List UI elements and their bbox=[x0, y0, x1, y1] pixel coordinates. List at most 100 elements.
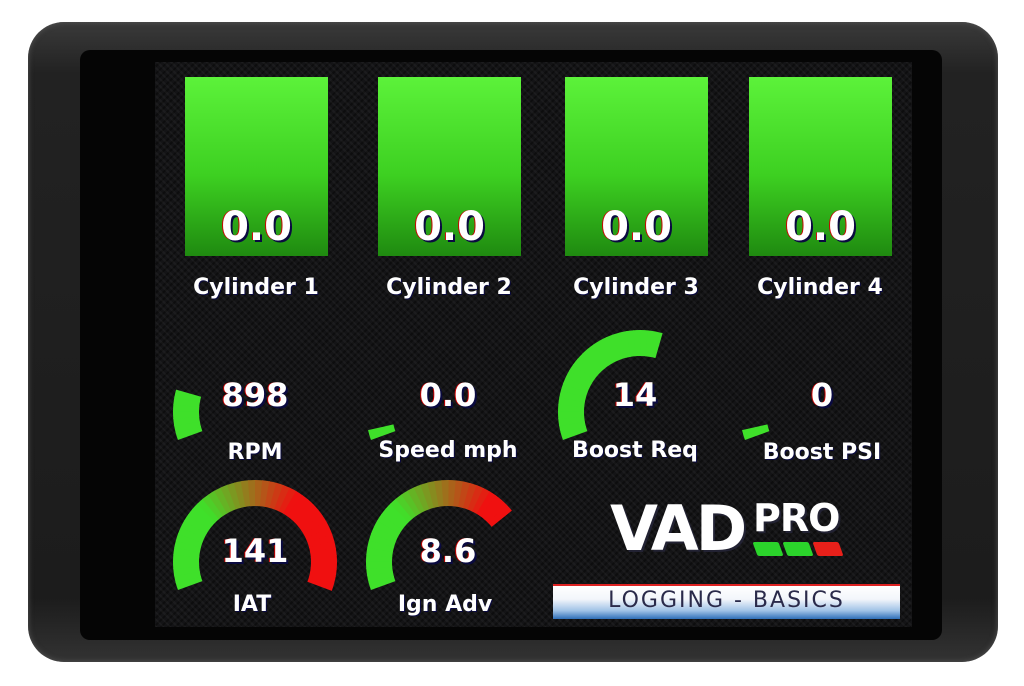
ign-adv-value: 8.6 bbox=[419, 532, 477, 570]
ign-adv-arc-segment bbox=[373, 520, 400, 539]
rpm-arc-segment bbox=[175, 425, 203, 441]
boost-req-arc-segment bbox=[569, 364, 595, 384]
iat-arc-segment bbox=[274, 484, 291, 512]
cylinder-2-bar: 0.0 bbox=[378, 77, 521, 256]
ign-adv-arc-segment bbox=[368, 575, 396, 591]
ign-adv-arc-segment bbox=[453, 480, 464, 508]
iat-arc-segment bbox=[307, 576, 335, 591]
cylinder-4-label: Cylinder 4 bbox=[757, 275, 883, 300]
iat-arc-segment bbox=[192, 503, 216, 527]
gauge-arcs bbox=[173, 329, 770, 591]
cylinder-2-value: 0.0 bbox=[414, 204, 485, 250]
boost-req-gauge-arc bbox=[558, 329, 663, 441]
logo-bar-3 bbox=[812, 542, 844, 556]
iat-arc-segment bbox=[202, 494, 224, 520]
boost-req-arc-segment bbox=[558, 396, 585, 408]
ign-adv-label: Ign Adv bbox=[397, 592, 493, 617]
iat-arc-segment bbox=[173, 546, 200, 558]
ign-adv-arc-segment bbox=[366, 566, 393, 577]
logo-sup-text: PRO bbox=[753, 496, 840, 540]
ign-adv-arc-segment bbox=[413, 484, 430, 512]
boost-req-arc-segment bbox=[559, 421, 586, 434]
ign-adv-arc-segment bbox=[367, 571, 394, 584]
ign-adv-arc-segment bbox=[480, 495, 502, 520]
cylinder-2-label: Cylinder 2 bbox=[386, 275, 512, 300]
boost-req-arc-segment bbox=[560, 425, 588, 441]
boost-req-arc-segment bbox=[619, 331, 632, 358]
iat-label: IAT bbox=[232, 592, 272, 617]
boost-req-arc-segment bbox=[650, 331, 663, 359]
logo-bar-1 bbox=[752, 542, 784, 556]
iat-arc-segment bbox=[175, 533, 203, 548]
ign-adv-arc-segment bbox=[385, 503, 409, 526]
iat-gauge-arc bbox=[173, 480, 337, 591]
boost-psi-arc-segment bbox=[742, 424, 770, 441]
iat-arc-segment bbox=[278, 487, 297, 514]
speed-arc-segment bbox=[368, 424, 396, 441]
boost-req-arc-segment bbox=[587, 344, 609, 369]
ign-adv-arc-segment bbox=[472, 487, 491, 515]
cylinder-3-label: Cylinder 3 bbox=[573, 275, 699, 300]
boost-req-value: 14 bbox=[612, 376, 658, 414]
ign-adv-arc-segment bbox=[366, 561, 393, 570]
boost-req-arc-segment bbox=[593, 340, 613, 366]
iat-arc-segment bbox=[264, 481, 278, 509]
iat-arc-segment bbox=[310, 566, 337, 578]
ign-adv-arc-segment bbox=[407, 487, 426, 514]
logo-main-text: VAD bbox=[610, 492, 747, 565]
ign-adv-arc-segment bbox=[484, 499, 508, 524]
cylinder-1-bar: 0.0 bbox=[185, 77, 328, 256]
boost-req-arc-segment bbox=[645, 330, 656, 358]
cylinder-1-value: 0.0 bbox=[221, 204, 292, 250]
logo-bar-2 bbox=[782, 542, 814, 556]
iat-arc-segment bbox=[247, 480, 256, 507]
iat-arc-segment bbox=[259, 480, 271, 507]
ign-adv-arc-segment bbox=[427, 481, 440, 508]
iat-arc-segment bbox=[307, 533, 335, 549]
ign-adv-arc-segment bbox=[467, 485, 485, 512]
boost-req-arc-segment bbox=[558, 411, 585, 420]
iat-arc-segment bbox=[174, 539, 202, 553]
iat-arc-segment bbox=[180, 520, 207, 539]
rpm-arc-segment bbox=[173, 416, 200, 427]
rpm-value: 898 bbox=[221, 376, 289, 414]
iat-arc-segment bbox=[294, 504, 319, 527]
iat-arc-segment bbox=[269, 482, 284, 510]
iat-arc-segment bbox=[305, 527, 333, 544]
iat-arc-segment bbox=[197, 498, 220, 523]
iat-arc-segment bbox=[174, 571, 201, 584]
rpm-arc-segment bbox=[174, 421, 201, 434]
iat-arc-segment bbox=[303, 521, 330, 539]
logo-bars bbox=[752, 542, 844, 556]
speed-value: 0.0 bbox=[419, 376, 477, 414]
ign-adv-arc-segment bbox=[441, 480, 450, 507]
ign-adv-arc-segment bbox=[395, 494, 417, 519]
boost-req-arc-segment bbox=[559, 389, 587, 403]
iat-arc-segment bbox=[290, 499, 314, 523]
boost-psi-value: 0 bbox=[810, 376, 834, 414]
iat-arc-segment bbox=[308, 571, 336, 585]
iat-arc-segment bbox=[310, 547, 337, 558]
ign-adv-arc-segment bbox=[380, 508, 406, 530]
cylinder-3-value: 0.0 bbox=[601, 204, 672, 250]
iat-arc-segment bbox=[207, 490, 228, 517]
page-banner: LOGGING - BASICS bbox=[553, 584, 900, 619]
dashboard-screen: 0.0 0.0 0.0 0.0 Cylinder 1 Cylinder 2 Cy… bbox=[155, 62, 912, 627]
iat-arc-segment bbox=[183, 514, 210, 534]
ign-adv-arc-segment bbox=[368, 532, 396, 548]
cylinder-3-bar: 0.0 bbox=[565, 77, 708, 256]
ign-adv-arc-segment bbox=[476, 491, 497, 517]
speed-gauge-arc bbox=[368, 424, 396, 441]
rpm-gauge-arc bbox=[173, 389, 203, 441]
ign-adv-arc-segment bbox=[366, 546, 393, 558]
iat-arc-segment bbox=[300, 514, 327, 535]
iat-value: 141 bbox=[221, 532, 289, 570]
iat-arc-segment bbox=[240, 480, 251, 507]
boost-req-arc-segment bbox=[563, 376, 590, 393]
ign-adv-arc-segment bbox=[420, 482, 435, 510]
ign-adv-arc-segment bbox=[462, 482, 478, 510]
iat-arc-segment bbox=[283, 490, 303, 517]
iat-arc-segment bbox=[187, 508, 213, 530]
ign-adv-arc-segment bbox=[371, 526, 398, 543]
ign-adv-arc-segment bbox=[487, 504, 512, 527]
